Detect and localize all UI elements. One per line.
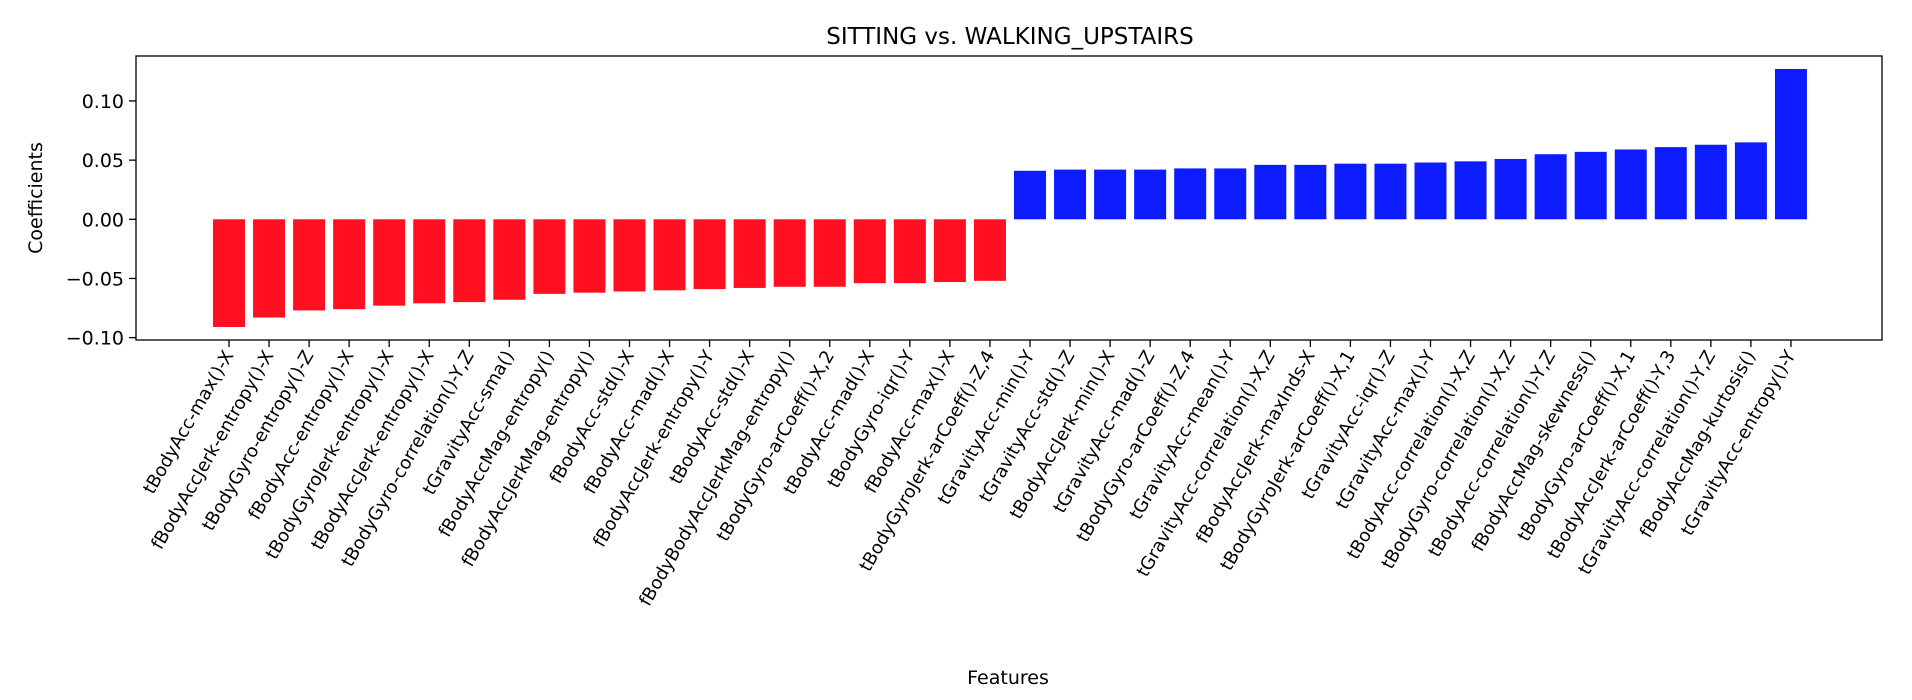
bar-2 [253,219,286,318]
bar-11 [613,219,646,292]
y-tick-label: −0.10 [66,328,124,350]
bar-5 [373,219,406,306]
bar-26 [1214,168,1247,220]
bar-9 [533,219,566,294]
bar-6 [413,219,446,304]
bar-17 [853,219,886,284]
bar-4 [333,219,366,310]
y-tick-label: 0.05 [82,150,124,172]
y-tick-label: 0.00 [82,209,124,231]
bar-1 [213,219,245,327]
y-tick-label: 0.10 [82,91,124,113]
bar-8 [493,219,526,300]
bar-33 [1494,158,1527,220]
bar-35 [1574,151,1607,220]
y-axis: −0.10 −0.05 0.00 0.05 0.10 [66,91,136,350]
bar-39 [1734,142,1767,220]
x-axis: tBodyAcc-max()-XfBodyAccJerk-entropy()-X… [139,340,1801,610]
bar-14 [733,219,766,288]
bar-34 [1534,154,1567,220]
bar-24 [1134,169,1167,220]
bar-36 [1614,149,1647,220]
bar-10 [573,219,606,293]
bar-40 [1774,69,1807,220]
bar-7 [453,219,486,303]
bar-23 [1094,169,1127,220]
bar-21 [1014,170,1046,220]
y-tick-label: −0.05 [66,268,124,290]
bar-3 [293,219,326,311]
bar-12 [653,219,686,291]
bar-28 [1294,164,1327,220]
bar-18 [893,219,926,284]
bar-20 [973,219,1006,281]
y-axis-label: Coefficients [25,142,47,254]
bar-29 [1334,163,1367,220]
x-axis-label: Features [967,667,1049,689]
bar-31 [1414,162,1447,220]
bar-22 [1054,169,1087,220]
bar-15 [773,219,806,287]
bar-38 [1694,144,1727,220]
bars-group [213,69,1807,327]
bar-16 [813,219,846,287]
bar-27 [1254,164,1287,220]
bar-32 [1454,161,1487,220]
chart-title: SITTING vs. WALKING_UPSTAIRS [826,24,1194,50]
bar-25 [1174,168,1207,220]
plot-frame [135,55,1883,341]
bar-19 [933,219,966,283]
bar-13 [693,219,726,290]
bar-37 [1654,147,1687,220]
bar-30 [1374,163,1407,220]
